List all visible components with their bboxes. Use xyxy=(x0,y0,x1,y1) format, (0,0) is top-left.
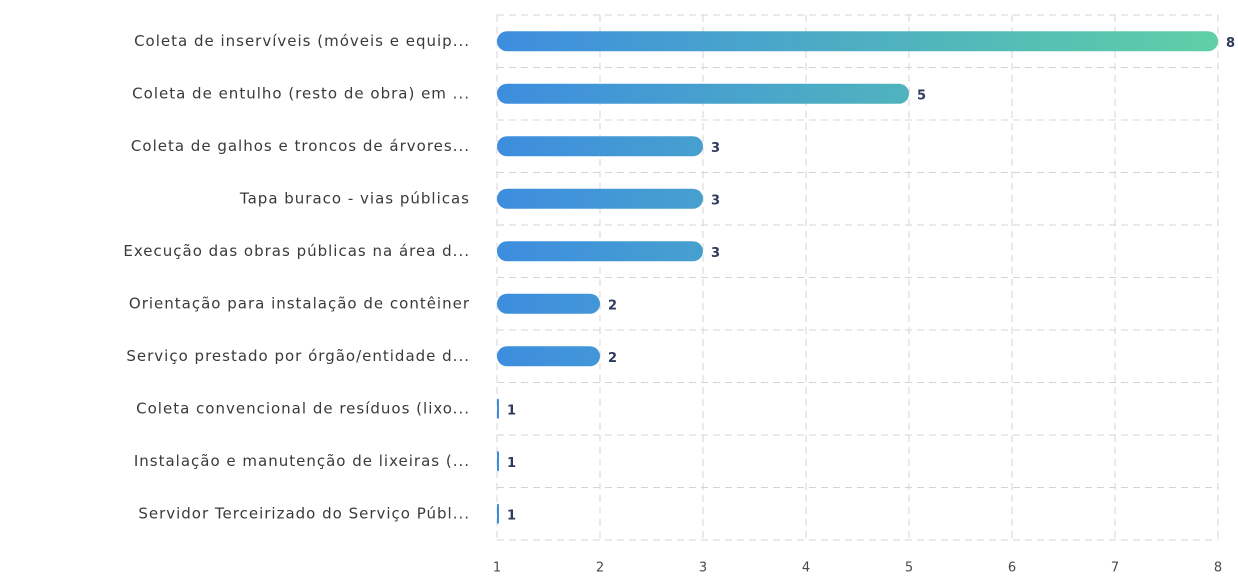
value-label: 2 xyxy=(608,298,617,313)
y-tick-label: Coleta de entulho (resto de obra) em ... xyxy=(132,84,470,102)
x-tick-label: 2 xyxy=(596,561,604,576)
bar xyxy=(497,293,600,314)
y-tick-label: Coleta convencional de resíduos (lixo... xyxy=(136,399,470,417)
bar xyxy=(497,241,703,262)
value-label: 3 xyxy=(711,141,720,156)
x-tick-label: 4 xyxy=(802,561,810,576)
bar xyxy=(497,503,499,524)
bar xyxy=(497,31,1218,52)
value-label: 3 xyxy=(711,246,720,261)
y-tick-label: Instalação e manutenção de lixeiras (... xyxy=(134,452,470,470)
bar xyxy=(497,398,499,419)
x-tick-label: 8 xyxy=(1214,561,1222,576)
y-tick-label: Serviço prestado por órgão/entidade d... xyxy=(126,347,470,365)
y-tick-label: Coleta de galhos e troncos de árvores... xyxy=(131,137,470,155)
y-tick-label: Servidor Terceirizado do Serviço Públ... xyxy=(138,504,470,522)
value-label: 1 xyxy=(507,403,516,418)
value-label: 3 xyxy=(711,193,720,208)
value-label: 2 xyxy=(608,351,617,366)
bar xyxy=(497,136,703,157)
value-label: 1 xyxy=(507,508,516,523)
y-tick-label: Coleta de inservíveis (móveis e equip... xyxy=(134,32,470,50)
bar xyxy=(497,451,499,472)
x-tick-label: 1 xyxy=(493,561,501,576)
x-tick-label: 6 xyxy=(1008,561,1016,576)
value-label: 1 xyxy=(507,456,516,471)
value-label: 5 xyxy=(917,88,926,103)
x-tick-label: 3 xyxy=(699,561,707,576)
y-tick-label: Tapa buraco - vias públicas xyxy=(239,189,470,207)
bar xyxy=(497,188,703,209)
y-tick-label: Orientação para instalação de contêiner xyxy=(129,294,470,312)
y-tick-label: Execução das obras públicas na área d... xyxy=(123,242,470,260)
x-tick-label: 7 xyxy=(1111,561,1119,576)
value-label: 8 xyxy=(1226,36,1235,51)
bar xyxy=(497,83,909,104)
bar xyxy=(497,346,600,367)
x-tick-label: 5 xyxy=(905,561,913,576)
